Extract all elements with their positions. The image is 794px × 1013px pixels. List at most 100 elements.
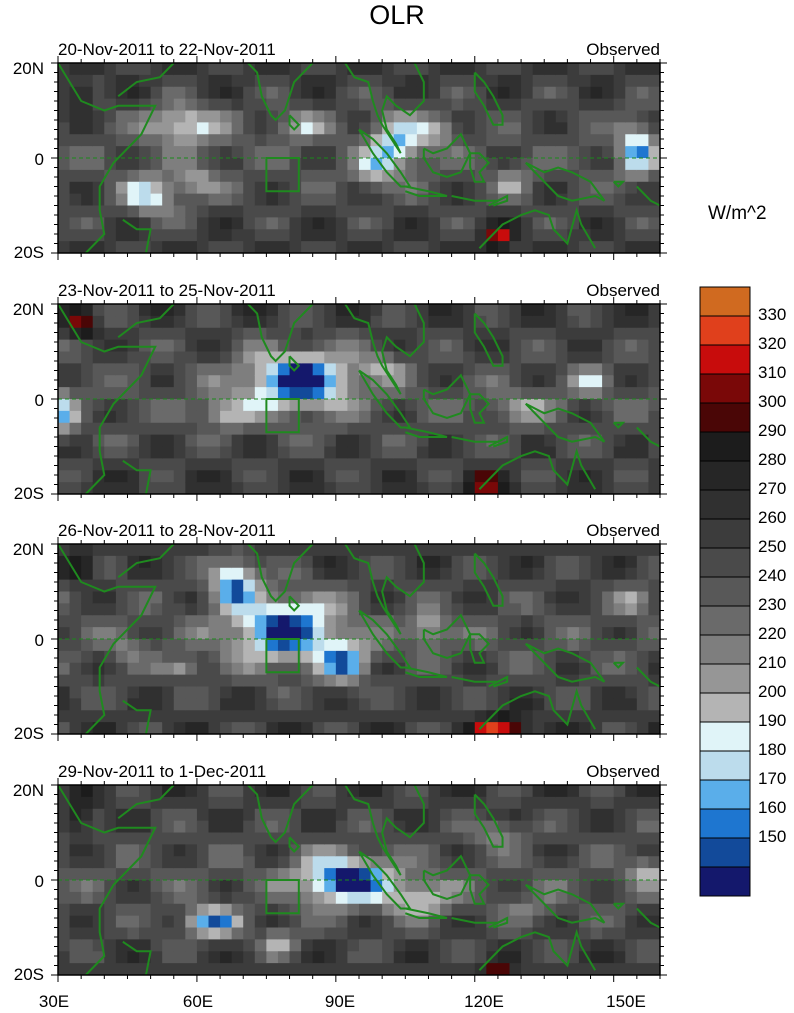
- olr-cell: [451, 880, 464, 893]
- olr-cell: [185, 603, 198, 616]
- coastline: [469, 633, 491, 664]
- olr-cell: [486, 796, 499, 810]
- olr-cell: [636, 650, 650, 664]
- olr-cell: [555, 567, 568, 581]
- olr-cell: [370, 458, 383, 471]
- olr-cell: [474, 375, 487, 388]
- olr-cell: [532, 939, 545, 952]
- coastline: [469, 152, 491, 183]
- olr-cell: [370, 193, 383, 207]
- olr-cell: [173, 217, 186, 230]
- olr-cell: [81, 422, 94, 436]
- olr-cell: [185, 387, 198, 400]
- olr-cell: [474, 698, 487, 711]
- olr-cell: [382, 639, 395, 652]
- olr-cell: [474, 951, 487, 964]
- olr-cell: [289, 229, 302, 242]
- olr-cell: [590, 844, 603, 857]
- olr-cell: [590, 363, 603, 376]
- olr-cell: [115, 686, 129, 699]
- olr-cell: [162, 639, 175, 652]
- olr-cell: [266, 698, 279, 711]
- olr-cell: [127, 856, 140, 869]
- olr-cell: [266, 891, 279, 905]
- olr-cell: [625, 951, 638, 964]
- olr-cell: [428, 327, 441, 341]
- olr-cell: [185, 868, 198, 881]
- colorbar-swatch: [699, 750, 751, 781]
- olr-cell: [162, 205, 175, 218]
- olr-cell: [220, 351, 233, 364]
- olr-cell: [324, 844, 337, 857]
- olr-cell: [463, 820, 476, 834]
- olr-cell: [555, 808, 568, 822]
- olr-cell: [359, 785, 372, 798]
- olr-cell: [301, 820, 314, 834]
- olr-cell: [104, 832, 117, 845]
- olr-cell: [58, 856, 71, 869]
- olr-cell: [104, 868, 117, 881]
- olr-cell: [301, 181, 314, 195]
- olr-cell: [347, 650, 360, 664]
- olr-cell: [301, 927, 314, 940]
- olr-cell: [58, 339, 71, 353]
- olr-cell: [243, 710, 256, 723]
- olr-cell: [636, 446, 650, 459]
- olr-cell: [428, 698, 441, 711]
- olr-cell: [196, 205, 210, 218]
- olr-cell: [532, 375, 545, 388]
- olr-cell: [208, 650, 221, 664]
- olr-cell: [115, 722, 129, 734]
- olr-cell: [58, 422, 71, 436]
- olr-cell: [69, 169, 82, 183]
- olr-cell: [81, 327, 94, 341]
- olr-cell: [532, 603, 545, 616]
- olr-cell: [58, 820, 71, 834]
- olr-cell: [289, 674, 302, 688]
- olr-cell: [243, 856, 256, 869]
- olr-cell: [185, 674, 198, 688]
- olr-cell: [173, 110, 186, 123]
- olr-cell: [636, 939, 650, 952]
- olr-cell: [69, 662, 82, 676]
- lat-label-20s: 20S: [13, 243, 44, 262]
- olr-cell: [231, 327, 244, 341]
- olr-cell: [243, 399, 256, 412]
- olr-cell: [416, 98, 430, 112]
- olr-cell: [220, 785, 233, 798]
- olr-cell: [58, 963, 71, 975]
- olr-cell: [416, 122, 430, 135]
- olr-cell: [602, 351, 615, 364]
- olr-cell: [544, 603, 557, 616]
- olr-cell: [359, 110, 372, 123]
- olr-cell: [440, 205, 453, 218]
- olr-cell: [324, 686, 337, 699]
- olr-cell: [69, 181, 82, 195]
- olr-cell: [115, 939, 129, 952]
- olr-cell: [463, 544, 476, 557]
- olr-cell: [162, 796, 175, 810]
- olr-cell: [312, 458, 325, 471]
- olr-cell: [185, 241, 198, 253]
- olr-cell: [301, 351, 314, 364]
- olr-cell: [127, 650, 140, 664]
- olr-cell: [312, 169, 325, 183]
- olr-cell: [463, 458, 476, 471]
- olr-cell: [590, 86, 603, 100]
- olr-cell: [150, 710, 163, 723]
- olr-cell: [231, 785, 244, 798]
- olr-cell: [497, 158, 511, 171]
- olr-cell: [555, 650, 568, 664]
- olr-cell: [196, 674, 210, 688]
- olr-cell: [162, 939, 175, 952]
- olr-cell: [289, 627, 302, 640]
- olr-cell: [451, 808, 464, 822]
- olr-cell: [497, 410, 511, 424]
- olr-cell: [613, 785, 626, 798]
- olr-cell: [324, 662, 337, 676]
- olr-cell: [312, 63, 325, 76]
- olr-cell: [382, 86, 395, 100]
- olr-cell: [324, 241, 337, 253]
- olr-cell: [521, 351, 534, 364]
- olr-cell: [139, 915, 152, 929]
